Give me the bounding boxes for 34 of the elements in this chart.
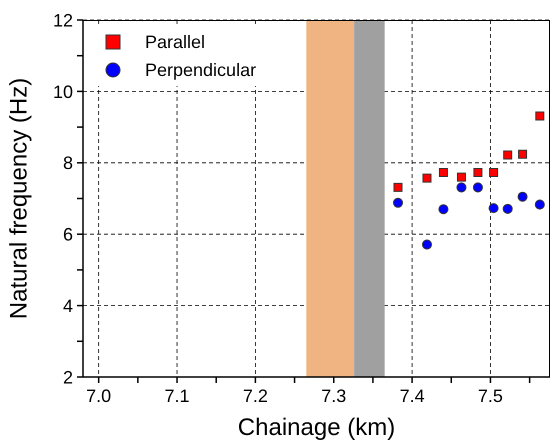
point	[438, 204, 448, 214]
y-tick-label: 2	[62, 367, 73, 388]
point	[456, 182, 466, 192]
point	[503, 150, 512, 160]
y-tick-label: 8	[62, 153, 73, 174]
y-axis-title: Natural frequency (Hz)	[6, 78, 33, 320]
x-tick-label: 7.4	[400, 386, 425, 406]
y-tick-label: 6	[62, 224, 73, 245]
y-tick-label: 4	[62, 296, 73, 316]
point	[438, 168, 448, 177]
point	[392, 198, 404, 208]
point	[502, 204, 513, 214]
point	[518, 150, 528, 159]
point	[422, 174, 432, 183]
point	[472, 182, 483, 192]
x-tick-label: 7.2	[242, 386, 268, 406]
point	[456, 172, 466, 182]
y-tick-label: 10	[52, 82, 73, 102]
legend-label: Parallel	[145, 31, 206, 54]
legend-label: Perpendicular	[145, 59, 256, 82]
point	[473, 168, 482, 177]
x-tick-label: 7.3	[321, 386, 346, 406]
x-tick-label: 7.5	[478, 386, 503, 406]
point	[393, 182, 402, 192]
point	[489, 168, 498, 177]
y-tick-label: 12	[52, 10, 73, 30]
x-tick-label: 7.1	[164, 386, 190, 406]
x-tick-label: 7.0	[86, 386, 112, 406]
point	[518, 192, 528, 202]
point	[535, 112, 544, 121]
x-axis-title: Chainage (km)	[238, 414, 396, 441]
point	[422, 240, 432, 250]
point	[534, 200, 545, 210]
point	[488, 203, 499, 214]
